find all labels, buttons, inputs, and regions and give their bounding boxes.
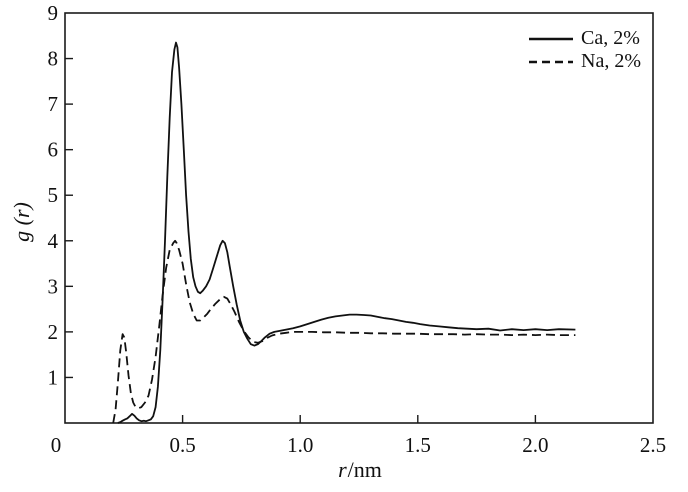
y-tick-label: 2 — [48, 320, 59, 344]
series-na-line — [112, 239, 576, 424]
x-tick-label: 2.5 — [640, 433, 666, 457]
x-tick-label: 1.0 — [287, 433, 313, 457]
x-tick-label: 0.5 — [169, 433, 195, 457]
legend-label-ca: Ca, 2% — [581, 27, 640, 49]
x-tick-label: 1.5 — [405, 433, 431, 457]
x-axis-title-unit: /nm — [347, 457, 382, 482]
legend: Ca, 2% Na, 2% — [528, 27, 641, 73]
x-tick-label: 0 — [51, 433, 62, 457]
legend-item-na: Na, 2% — [528, 50, 641, 73]
legend-dashed-line-swatch — [529, 60, 574, 63]
y-tick-label: 6 — [48, 138, 59, 162]
y-tick-label: 7 — [48, 92, 59, 116]
y-tick-label: 4 — [48, 229, 59, 253]
x-axis-title: r/nm — [338, 457, 382, 483]
x-tick-label: 2.0 — [522, 433, 548, 457]
y-tick-label: 8 — [48, 47, 59, 71]
plot-frame — [64, 12, 654, 424]
series-ca-line — [117, 41, 576, 424]
x-axis-title-variable: r — [338, 457, 347, 482]
y-tick-label: 3 — [48, 274, 59, 298]
y-tick-label: 5 — [48, 183, 59, 207]
legend-item-ca: Ca, 2% — [528, 27, 641, 50]
legend-label-na: Na, 2% — [581, 50, 641, 72]
y-tick-label: 1 — [48, 365, 59, 389]
legend-solid-line-swatch — [529, 37, 574, 40]
y-axis-title: g (r) — [9, 202, 34, 242]
y-tick-label: 9 — [48, 1, 59, 25]
